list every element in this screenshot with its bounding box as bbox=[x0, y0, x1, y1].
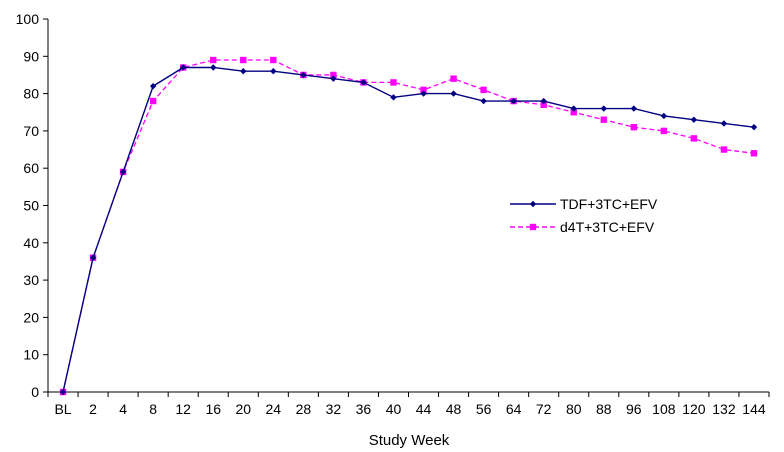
x-axis-label: Study Week bbox=[369, 432, 450, 449]
data-point bbox=[149, 97, 157, 105]
x-tick-label: 32 bbox=[326, 401, 342, 417]
x-tick-label: 88 bbox=[596, 401, 612, 417]
x-tick-label: 80 bbox=[566, 401, 582, 417]
data-point bbox=[330, 71, 337, 79]
x-tick-label: 36 bbox=[356, 401, 372, 417]
x-tick-label: 108 bbox=[652, 401, 676, 417]
data-point bbox=[59, 388, 67, 396]
y-tick-label: 90 bbox=[23, 48, 39, 64]
x-tick-label: 16 bbox=[205, 401, 221, 417]
data-point bbox=[720, 120, 728, 127]
data-point bbox=[390, 79, 397, 86]
y-tick-label: 20 bbox=[23, 309, 39, 325]
legend-item: d4T+3TC+EFV bbox=[510, 219, 655, 235]
data-point bbox=[480, 97, 487, 105]
x-tick-label: 56 bbox=[476, 401, 492, 417]
x-tick-label: 40 bbox=[386, 401, 402, 417]
series-1 bbox=[59, 64, 758, 396]
data-point bbox=[270, 56, 277, 64]
legend-marker bbox=[529, 223, 537, 231]
x-tick-label: 20 bbox=[235, 401, 251, 417]
data-point bbox=[540, 97, 547, 105]
y-tick-label: 40 bbox=[23, 235, 39, 251]
data-point bbox=[360, 79, 367, 86]
x-tick-label: 48 bbox=[446, 401, 462, 417]
legend-label: TDF+3TC+EFV bbox=[560, 196, 658, 212]
x-tick-label: 2 bbox=[89, 401, 97, 417]
y-tick-label: 100 bbox=[16, 11, 40, 27]
y-tick-label: 60 bbox=[23, 160, 39, 176]
data-point bbox=[450, 75, 457, 82]
data-point bbox=[270, 68, 277, 75]
data-point bbox=[720, 146, 728, 153]
data-point bbox=[450, 90, 457, 97]
x-tick-label: 24 bbox=[266, 401, 282, 417]
data-point bbox=[600, 116, 607, 123]
x-tick-label: 72 bbox=[536, 401, 552, 417]
y-tick-label: 80 bbox=[23, 86, 39, 102]
y-axis: 0 10 20 30 40 50 60 70 80 90 100 bbox=[16, 11, 49, 400]
data-point bbox=[330, 75, 337, 82]
x-tick-label: 144 bbox=[742, 401, 766, 417]
data-point bbox=[570, 109, 577, 116]
data-point bbox=[240, 56, 247, 64]
x-tick-label: 64 bbox=[506, 401, 522, 417]
y-tick-label: 10 bbox=[23, 347, 39, 363]
x-tick-label: 132 bbox=[712, 401, 736, 417]
data-point bbox=[240, 68, 247, 75]
data-point bbox=[600, 105, 607, 112]
y-tick-label: 70 bbox=[23, 123, 39, 139]
data-point bbox=[210, 56, 217, 64]
data-point bbox=[480, 86, 487, 94]
y-tick-label: 50 bbox=[23, 198, 39, 214]
legend-marker bbox=[529, 200, 537, 208]
legend: TDF+3TC+EFV d4T+3TC+EFV bbox=[510, 196, 658, 235]
x-tick-label: 4 bbox=[119, 401, 127, 417]
data-point bbox=[390, 94, 397, 101]
x-tick-label: 28 bbox=[296, 401, 312, 417]
data-point bbox=[420, 90, 427, 97]
data-point bbox=[690, 135, 698, 142]
data-point bbox=[510, 97, 517, 105]
data-point bbox=[660, 112, 668, 120]
data-point bbox=[300, 71, 307, 79]
data-point bbox=[540, 101, 547, 108]
x-tick-label: BL bbox=[54, 401, 71, 417]
data-point bbox=[89, 254, 97, 261]
x-axis: BL 2 4 8 12 16 20 24 28 32 36 40 44 48 56 64 72 80 88 96 108… bbox=[47, 391, 770, 417]
data-point bbox=[179, 64, 187, 71]
legend-label: d4T+3TC+EFV bbox=[560, 219, 655, 235]
data-point bbox=[660, 127, 668, 135]
x-tick-label: 12 bbox=[175, 401, 191, 417]
data-point bbox=[750, 150, 758, 157]
data-point bbox=[570, 105, 577, 112]
x-tick-label: 120 bbox=[682, 401, 706, 417]
data-point bbox=[420, 86, 427, 94]
data-point bbox=[119, 168, 127, 176]
series-layer bbox=[59, 56, 758, 396]
data-point bbox=[210, 64, 217, 71]
data-point bbox=[750, 123, 758, 131]
data-point bbox=[630, 105, 638, 112]
data-point bbox=[149, 82, 157, 90]
y-tick-label: 0 bbox=[31, 384, 39, 400]
data-point bbox=[690, 116, 698, 123]
data-point bbox=[630, 123, 638, 131]
x-tick-label: 96 bbox=[626, 401, 642, 417]
x-tick-label: 8 bbox=[149, 401, 157, 417]
x-tick-label: 44 bbox=[416, 401, 432, 417]
series-line bbox=[62, 66, 755, 393]
legend-item: TDF+3TC+EFV bbox=[510, 196, 658, 212]
y-tick-label: 30 bbox=[23, 272, 39, 288]
